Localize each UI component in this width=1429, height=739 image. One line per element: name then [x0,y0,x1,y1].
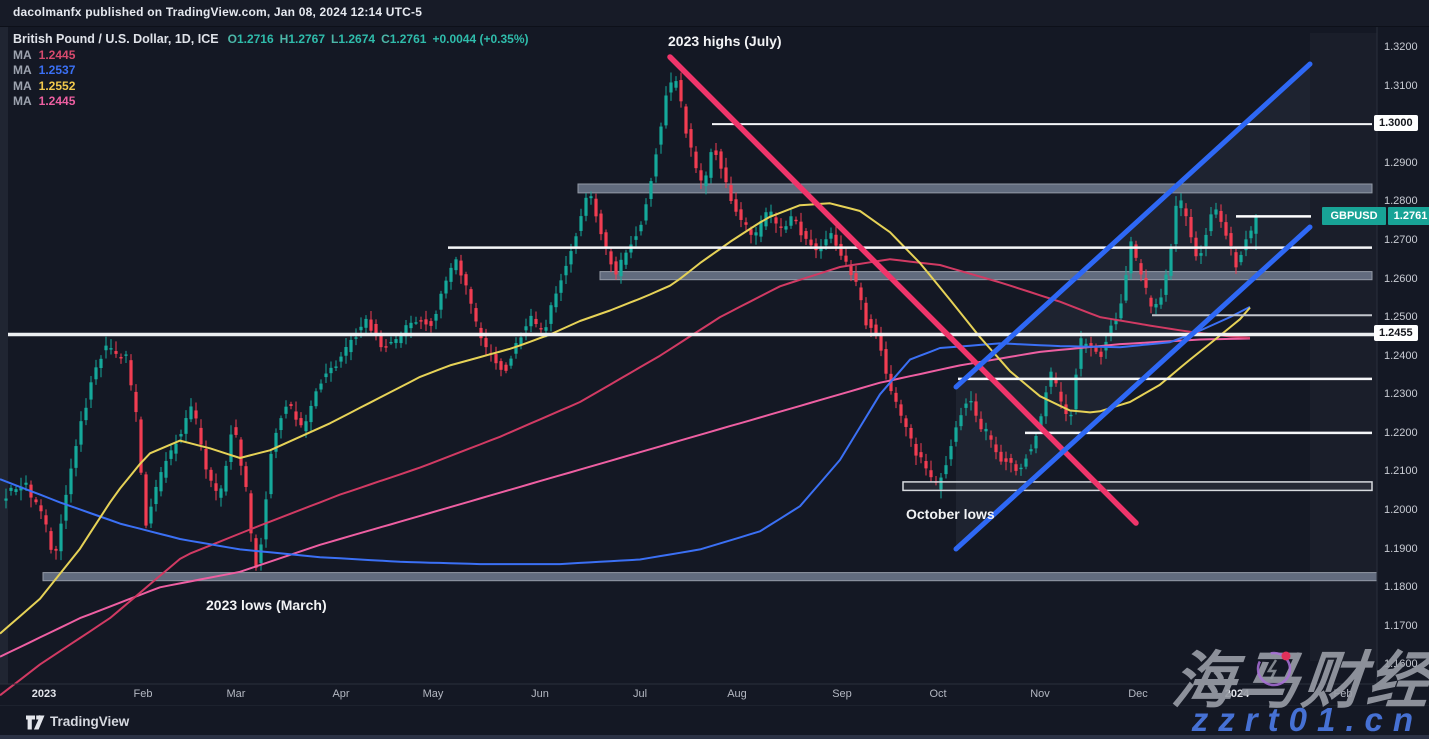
time-tick-2023: 2023 [31,688,57,700]
time-tick-Apr: Apr [332,688,350,700]
time-tick-May: May [422,688,444,700]
ma-pink-200[interactable] [0,337,1251,658]
ma-legend-row-2[interactable]: MA 1.2537 [13,64,529,76]
last-price-badge: GBPUSD 1.2761 [1322,207,1429,225]
chart-legend: British Pound / U.S. Dollar, 1D, ICE O1.… [13,32,529,107]
time-tick-Jul: Jul [632,688,648,700]
watermark-logo-icon [1256,651,1292,687]
chart-left-margin [0,26,8,684]
price-tick-1.2600: 1.2600 [1384,272,1418,285]
ma-value: 1.2552 [38,78,76,93]
ma-label: MA [13,78,32,93]
ohlc-values: O1.2716 H1.2767 L1.2674 C1.2761 +0.0044 (+0.… [227,32,529,46]
last-price-value: 1.2761 [1388,207,1429,225]
high-value: 1.2767 [288,32,326,46]
ascending-channel-fill [956,64,1310,549]
change-value: +0.0044 (+0.35%) [432,32,529,46]
ma-yellow-50[interactable] [0,202,1251,635]
price-tick-1.1700: 1.1700 [1384,619,1418,632]
zone-2023-lows-1.1830[interactable] [42,572,1378,582]
price-level-label-1.3000: 1.3000 [1374,115,1418,132]
resistance-zone-1.2830[interactable] [577,183,1373,194]
ascending-channel-lower[interactable] [953,224,1313,552]
tradingview-brand-text[interactable]: TradingView [50,714,130,729]
publish-text: dacolmanfx published on TradingView.com,… [13,5,423,19]
candles-layer [4,72,1258,571]
ma-legend-row-4[interactable]: MA 1.2445 [13,95,529,107]
ma-legend-row-3[interactable]: MA 1.2552 [13,80,529,92]
ma-label: MA [13,63,32,78]
ma-legend-rows: MA 1.2445 MA 1.2537 MA 1.2552 MA 1.2445 [13,49,529,107]
annotation-october-lows[interactable]: October lows [906,506,995,522]
open-value: 1.2716 [236,32,274,46]
annotation-2023-highs-july-[interactable]: 2023 highs (July) [668,33,782,49]
price-tick-1.2100: 1.2100 [1384,465,1418,478]
time-tick-Mar: Mar [226,688,246,700]
footer-bottom-strip [0,735,1429,739]
symbol-title[interactable]: British Pound / U.S. Dollar, 1D, ICE [13,32,219,46]
right-projection-shade [1310,33,1377,661]
ma-label: MA [13,93,32,108]
tradingview-logo-icon[interactable] [26,714,45,731]
ma-crimson-100[interactable] [0,258,1251,697]
time-tick-Nov: Nov [1030,688,1050,700]
price-tick-1.2000: 1.2000 [1384,504,1418,517]
ma-label: MA [13,48,32,63]
ascending-channel-upper[interactable] [953,61,1313,390]
publish-bar: dacolmanfx published on TradingView.com,… [0,0,1429,27]
price-tick-1.1900: 1.1900 [1384,542,1418,555]
price-tick-1.1600: 1.1600 [1384,658,1418,671]
footer-bar: TradingView [0,706,1429,739]
price-axis[interactable]: 1.3200 1.3100 1.3000 1.2900 1.2800 1.2700 1.26… [1374,26,1429,684]
ma-legend-row-1[interactable]: MA 1.2445 [13,49,529,61]
watermark-url-text: zzrt01.cn [1191,701,1423,738]
price-tick-1.1800: 1.1800 [1384,581,1418,594]
ma-value: 1.2537 [38,63,76,78]
ma-blue[interactable] [0,306,1251,566]
price-tick-1.2500: 1.2500 [1384,311,1418,324]
low-value: 1.2674 [338,32,376,46]
time-tick-Sep: Sep [832,688,852,700]
time-tick-2024: 2024 [1224,688,1250,700]
time-tick-Feb: Feb [1333,688,1353,700]
price-tick-1.2200: 1.2200 [1384,426,1418,439]
price-tick-1.3200: 1.3200 [1384,41,1418,53]
time-tick-Feb: Feb [133,688,153,700]
annotation-2023-lows-march-[interactable]: 2023 lows (March) [206,597,327,613]
price-level-label-1.2455: 1.2455 [1374,325,1418,342]
time-tick-Dec: Dec [1128,688,1148,700]
price-tick-1.2900: 1.2900 [1384,156,1418,169]
time-tick-Jun: Jun [531,688,549,700]
ma-value: 1.2445 [38,48,76,63]
last-price-symbol: GBPUSD [1322,207,1386,225]
price-tick-1.2700: 1.2700 [1384,233,1418,246]
time-tick-Oct: Oct [929,688,947,700]
price-tick-1.2300: 1.2300 [1384,388,1418,401]
time-axis[interactable]: 2023 Feb Mar Apr May Jun Jul Aug Sep Oct Nov Dec 202… [0,684,1429,706]
time-tick-Aug: Aug [727,688,747,700]
zone-1.2600[interactable] [599,271,1373,281]
october-lows-band[interactable] [902,481,1373,492]
price-tick-1.2400: 1.2400 [1384,349,1418,362]
close-value: 1.2761 [389,32,427,46]
ma-value: 1.2445 [38,93,76,108]
price-tick-1.2800: 1.2800 [1384,195,1418,208]
price-tick-1.3100: 1.3100 [1384,79,1418,92]
bear-trendline-from-2023-highs[interactable] [667,54,1139,526]
